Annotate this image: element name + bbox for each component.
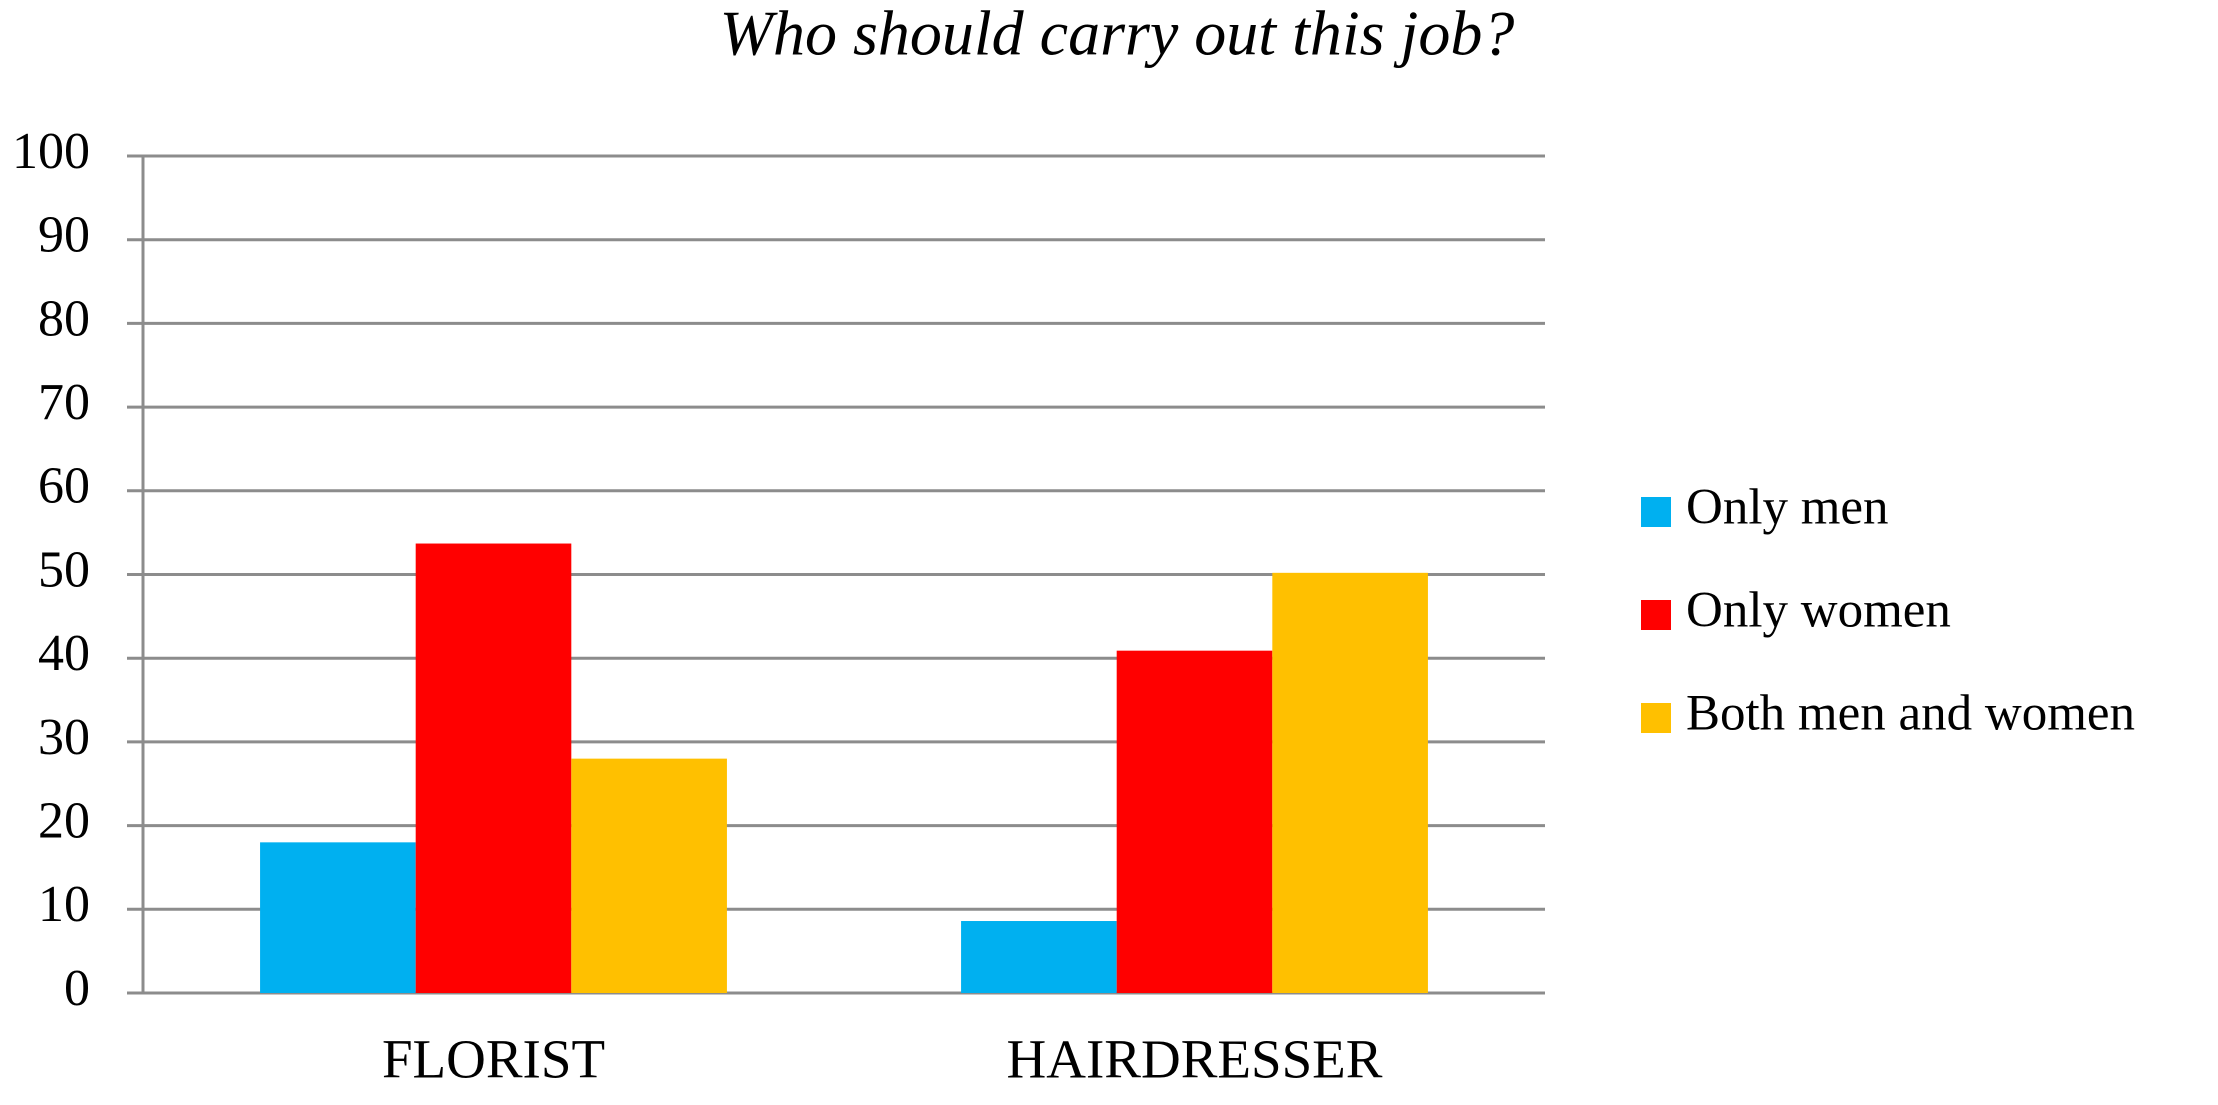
bar (1272, 572, 1428, 993)
y-tick-label: 80 (38, 290, 90, 347)
x-tick-label: HAIRDRESSER (1007, 1029, 1383, 1090)
legend-label: Only men (1686, 480, 1889, 536)
bar (260, 842, 416, 993)
y-tick-label: 30 (38, 709, 90, 766)
bar (415, 543, 572, 993)
y-tick-label: 20 (38, 793, 90, 850)
bar (1116, 650, 1273, 993)
bar (961, 921, 1117, 993)
x-tick-label: FLORIST (382, 1029, 605, 1090)
legend-label: Both men and women (1686, 686, 2135, 742)
y-tick-label: 70 (38, 374, 90, 431)
legend-swatch (1641, 600, 1671, 630)
y-tick-label: 0 (64, 960, 90, 1017)
legend-label: Only women (1686, 583, 1951, 639)
y-tick-label: 100 (12, 123, 90, 180)
y-tick-label: 90 (38, 207, 90, 264)
legend-swatch (1641, 497, 1671, 527)
bar (571, 758, 727, 993)
legend-swatch (1641, 703, 1671, 733)
y-tick-label: 40 (38, 625, 90, 682)
y-tick-label: 60 (38, 458, 90, 515)
y-tick-label: 50 (38, 541, 90, 598)
chart-title: Who should carry out this job? (720, 0, 1515, 69)
y-tick-label: 10 (38, 876, 90, 933)
